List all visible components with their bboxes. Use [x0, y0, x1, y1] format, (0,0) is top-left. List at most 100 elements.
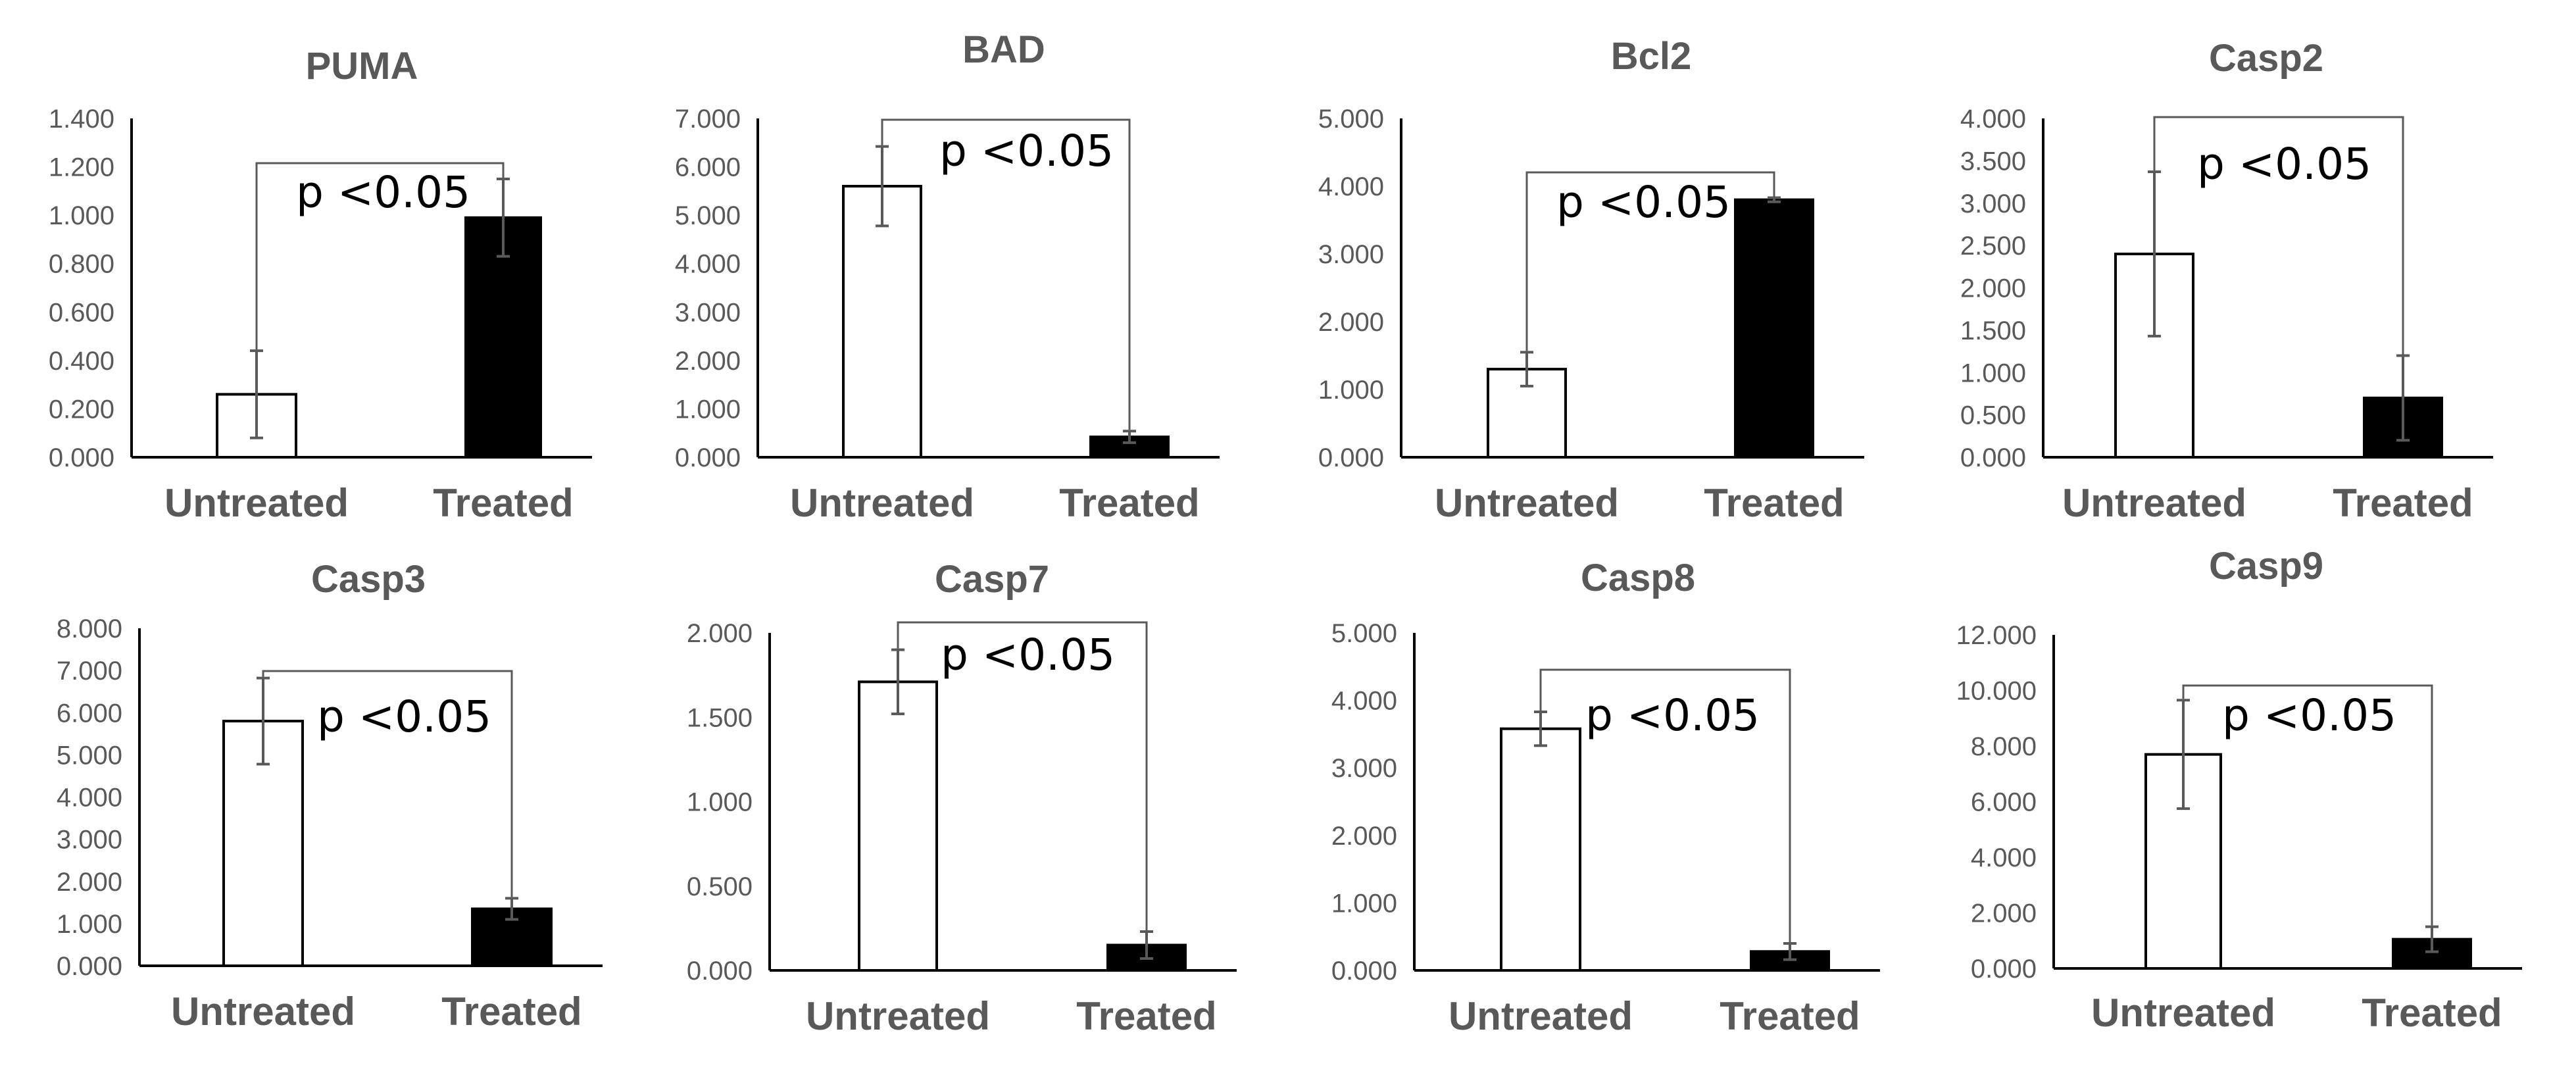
- category-label-treated: Treated: [2362, 991, 2502, 1035]
- y-tick-label: 2.000: [1971, 899, 2037, 928]
- y-tick-label: 4.000: [1318, 172, 1384, 201]
- y-tick-label: 1.400: [49, 105, 114, 134]
- y-tick-label: 5.000: [1318, 105, 1384, 134]
- y-tick-label: 1.000: [1318, 376, 1384, 405]
- panel-title: Bcl2: [1611, 35, 1692, 78]
- y-tick-label: 2.000: [57, 868, 122, 897]
- category-label-treated: Treated: [1059, 481, 1199, 525]
- y-tick-label: 3.000: [1960, 189, 2026, 218]
- bar-untreated: [1500, 727, 1581, 972]
- y-tick-label: 6.000: [57, 699, 122, 728]
- y-tick-label: 0.400: [49, 347, 114, 376]
- category-label-untreated: Untreated: [806, 994, 990, 1038]
- y-tick-label: 2.000: [1318, 308, 1384, 337]
- y-tick-label: 2.500: [1960, 232, 2026, 261]
- significance-bracket: [255, 162, 505, 350]
- y-tick-label: 3.000: [1318, 240, 1384, 269]
- p-value-annotation: p <0.05: [296, 167, 470, 218]
- category-label-untreated: Untreated: [790, 481, 974, 525]
- y-tick-label: 0.000: [1318, 443, 1384, 472]
- y-tick-label: 6.000: [675, 153, 741, 182]
- significance-bracket: [2182, 684, 2433, 926]
- y-tick-label: 1.500: [687, 703, 753, 732]
- panel-title: Casp3: [311, 558, 426, 601]
- y-tick-label: 0.800: [49, 250, 114, 279]
- y-tick-label: 0.500: [687, 872, 753, 901]
- panel-title: Casp9: [2209, 545, 2323, 588]
- y-tick-label: 7.000: [57, 657, 122, 686]
- category-label-treated: Treated: [433, 481, 573, 525]
- y-tick-label: 0.000: [687, 957, 753, 986]
- category-label-untreated: Untreated: [1435, 481, 1619, 525]
- bar-untreated: [858, 680, 938, 972]
- y-tick-label: 12.000: [1956, 621, 2037, 650]
- y-tick-label: 1.000: [49, 201, 114, 230]
- p-value-annotation: p <0.05: [941, 630, 1115, 680]
- y-tick-label: 5.000: [675, 201, 741, 230]
- category-label-treated: Treated: [1076, 994, 1216, 1038]
- p-value-annotation: p <0.05: [2197, 139, 2371, 189]
- y-tick-label: 0.500: [1960, 401, 2026, 430]
- significance-bracket: [2153, 116, 2404, 355]
- y-tick-label: 0.000: [1331, 957, 1397, 986]
- category-label-treated: Treated: [1720, 994, 1860, 1038]
- y-tick-label: 4.000: [1331, 687, 1397, 716]
- panel-title: Casp7: [935, 558, 1049, 601]
- y-tick-label: 0.200: [49, 395, 114, 424]
- y-tick-label: 1.000: [1331, 889, 1397, 918]
- bar-treated: [1734, 198, 1814, 459]
- y-tick-label: 0.000: [1960, 443, 2026, 472]
- y-tick-label: 0.600: [49, 298, 114, 327]
- y-tick-label: 3.000: [1331, 754, 1397, 783]
- significance-bracket: [1539, 668, 1791, 942]
- y-tick-label: 0.000: [675, 443, 741, 472]
- category-label-untreated: Untreated: [2062, 481, 2246, 525]
- significance-bracket: [1525, 171, 1775, 351]
- y-tick-label: 1.000: [1960, 359, 2026, 388]
- y-tick-label: 0.000: [57, 952, 122, 981]
- y-tick-label: 3.000: [675, 298, 741, 327]
- y-tick-label: 2.000: [675, 347, 741, 376]
- bar-treated: [464, 216, 542, 459]
- y-tick-label: 1.200: [49, 153, 114, 182]
- p-value-annotation: p <0.05: [317, 691, 491, 742]
- y-tick-label: 7.000: [675, 105, 741, 134]
- y-tick-label: 10.000: [1956, 677, 2037, 706]
- y-tick-label: 3.000: [57, 826, 122, 855]
- p-value-annotation: p <0.05: [2222, 690, 2396, 741]
- category-label-untreated: Untreated: [164, 481, 349, 525]
- y-tick-label: 6.000: [1971, 788, 2037, 817]
- panel-title: BAD: [962, 28, 1045, 71]
- y-tick-label: 4.000: [1971, 843, 2037, 872]
- panel-title: PUMA: [306, 45, 418, 88]
- y-tick-label: 4.000: [1960, 105, 2026, 134]
- p-value-annotation: p <0.05: [1585, 690, 1760, 741]
- significance-bracket: [881, 118, 1131, 430]
- significance-bracket: [262, 670, 513, 897]
- y-tick-label: 1.000: [57, 910, 122, 939]
- panel-title: Casp8: [1581, 557, 1695, 599]
- y-tick-label: 4.000: [57, 784, 122, 813]
- y-tick-label: 0.000: [49, 443, 114, 472]
- y-tick-label: 5.000: [1331, 619, 1397, 648]
- p-value-annotation: p <0.05: [939, 126, 1114, 176]
- panel-title: Casp2: [2209, 37, 2323, 80]
- y-tick-label: 8.000: [57, 614, 122, 643]
- significance-bracket: [897, 621, 1148, 931]
- y-tick-label: 8.000: [1971, 732, 2037, 761]
- y-tick-label: 2.000: [687, 619, 753, 648]
- p-value-annotation: p <0.05: [1556, 177, 1731, 228]
- y-tick-label: 1.500: [1960, 316, 2026, 345]
- y-tick-label: 1.000: [687, 788, 753, 817]
- category-label-treated: Treated: [2333, 481, 2473, 525]
- category-label-untreated: Untreated: [1449, 994, 1633, 1038]
- y-tick-label: 3.500: [1960, 147, 2026, 176]
- category-label-treated: Treated: [441, 989, 582, 1034]
- y-tick-label: 4.000: [675, 250, 741, 279]
- y-tick-label: 2.000: [1960, 274, 2026, 303]
- category-label-untreated: Untreated: [2091, 991, 2275, 1035]
- y-tick-label: 1.000: [675, 395, 741, 424]
- bar-untreated: [842, 185, 922, 459]
- y-tick-label: 2.000: [1331, 822, 1397, 851]
